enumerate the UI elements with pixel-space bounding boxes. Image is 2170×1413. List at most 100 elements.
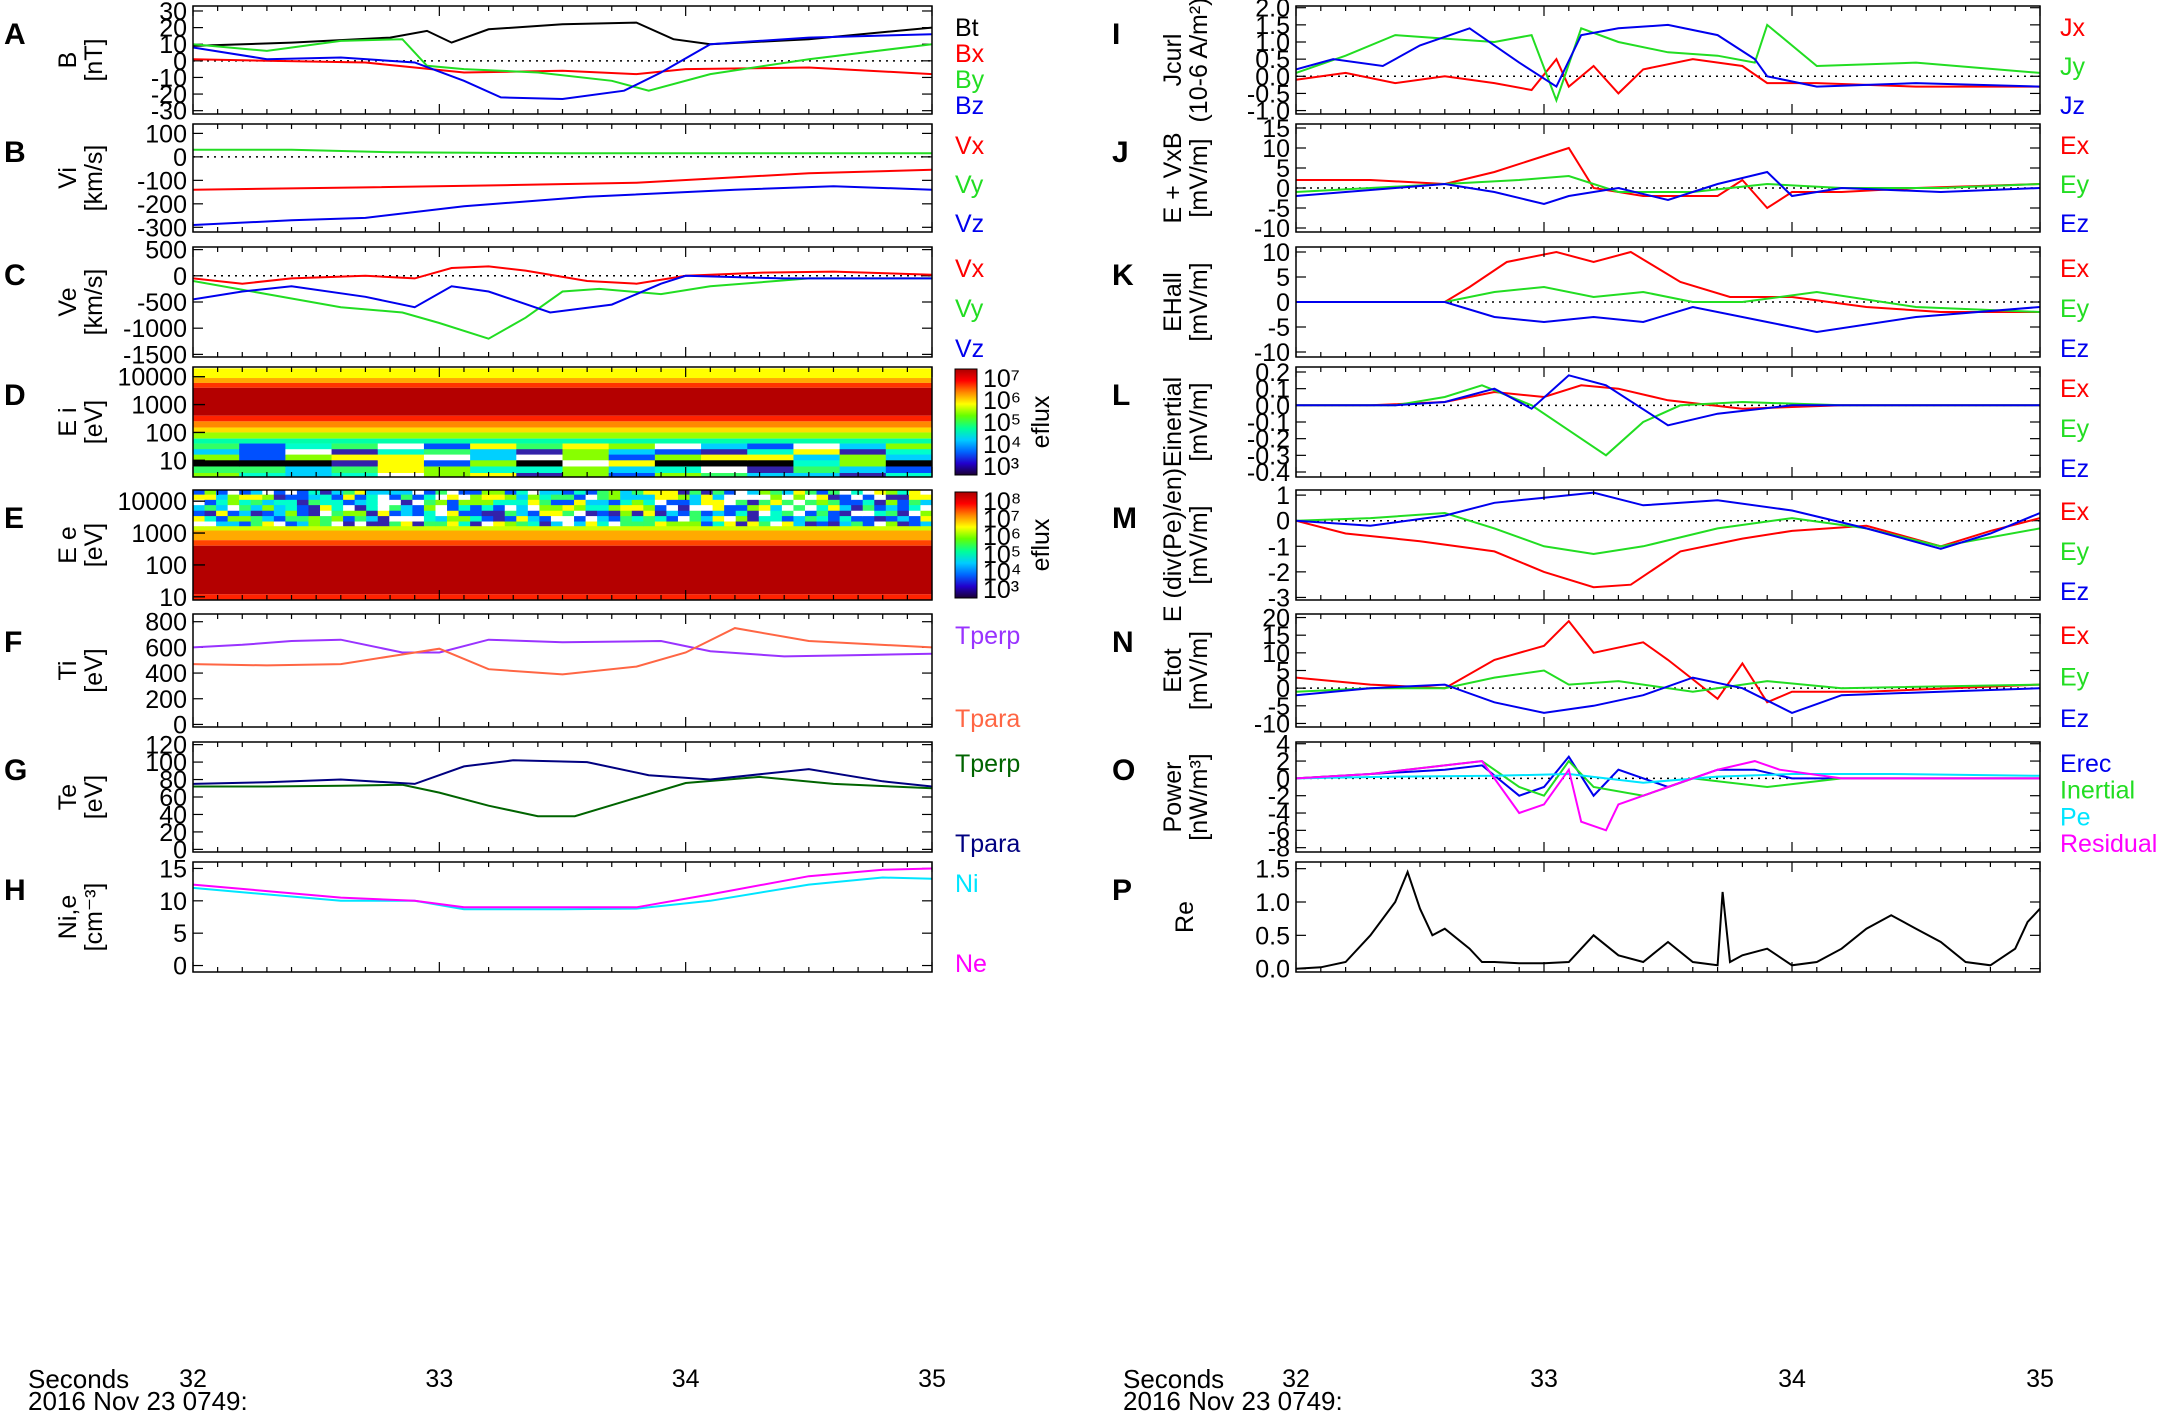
heatmap-cell xyxy=(724,510,737,517)
heatmap-cell xyxy=(758,499,771,506)
heatmap-cell xyxy=(366,490,379,496)
y-tick-label-I: 2.0 xyxy=(1255,0,1290,23)
heatmap-cell xyxy=(227,516,240,523)
heatmap-cell xyxy=(400,494,413,501)
heatmap-cell xyxy=(447,516,460,523)
heatmap-cell xyxy=(608,494,621,501)
panel-M: M E (div(Pe)/en)[mV/m] -3-2-101 Ex Ey Ez xyxy=(1112,468,2090,622)
heatmap-cell xyxy=(550,510,563,517)
heatmap-cell xyxy=(423,499,436,506)
heatmap-cell xyxy=(504,499,517,506)
heatmap-cell xyxy=(689,510,702,517)
y-tick-label-D: 1000 xyxy=(131,392,187,420)
heatmap-cell xyxy=(828,505,841,512)
heatmap-cell xyxy=(262,505,275,512)
heatmap-cell xyxy=(677,521,691,527)
legend-O-Erec: Erec xyxy=(2060,750,2111,778)
heatmap-cell xyxy=(447,521,460,527)
heatmap-cell xyxy=(920,510,932,517)
heatmap-cell xyxy=(701,510,714,517)
colorbar-tick-E: 10⁵ xyxy=(983,541,1021,569)
heatmap-cell xyxy=(227,510,240,517)
legend-N-Ez: Ez xyxy=(2060,705,2089,733)
heatmap-cell xyxy=(239,454,286,461)
heatmap-cell xyxy=(389,505,402,512)
heatmap-cell xyxy=(793,449,841,456)
heatmap-cell xyxy=(620,494,633,501)
heatmap-cell xyxy=(654,505,667,512)
heatmap-cell xyxy=(250,510,263,517)
heatmap-cell xyxy=(793,466,841,474)
heatmap-cell xyxy=(747,454,794,461)
heatmap-cell xyxy=(193,510,206,517)
heatmap-cell xyxy=(481,521,494,527)
y-tick-label-C: 0 xyxy=(173,263,187,291)
heatmap-cell xyxy=(400,499,413,506)
heatmap-cell xyxy=(216,494,229,501)
heatmap-cell xyxy=(458,505,471,512)
frame-C xyxy=(192,246,933,358)
series-L-Ey xyxy=(1296,384,2040,457)
heatmap-cell xyxy=(193,460,240,467)
heatmap-cell xyxy=(447,494,460,501)
heatmap-cell xyxy=(839,460,887,467)
y-tick-label-D: 10 xyxy=(159,447,187,475)
series-A-Bx xyxy=(193,58,932,76)
heatmap-cell xyxy=(770,505,783,512)
y-tick-label-L: 0.2 xyxy=(1255,359,1290,387)
heatmap-cell xyxy=(804,516,818,523)
heatmap-cell xyxy=(296,499,309,506)
heatmap-cell xyxy=(262,516,275,523)
heatmap-cell xyxy=(897,516,910,523)
heatmap-cell xyxy=(874,490,887,496)
heatmap-cell xyxy=(331,499,344,506)
heatmap-cell xyxy=(654,510,667,517)
heatmap-cell xyxy=(423,521,436,527)
heatmap-cell xyxy=(435,516,448,523)
ylabel-N: Etot[mV/m] xyxy=(1159,631,1213,710)
heatmap-cell xyxy=(747,449,794,456)
heatmap-cell xyxy=(493,505,506,512)
series-A-Bz xyxy=(193,33,932,101)
series-M-Ex xyxy=(1296,517,2040,589)
ylabel-O: Power[nW/m³] xyxy=(1159,753,1213,841)
heatmap-cell xyxy=(597,510,610,517)
heatmap-cell xyxy=(574,494,587,501)
heatmap-cell xyxy=(516,454,563,461)
heatmap-cell xyxy=(516,516,529,523)
heatmap-cell xyxy=(250,505,263,512)
legend-C-Vy: Vy xyxy=(955,295,984,323)
series-C-Vz xyxy=(193,274,932,314)
heatmap-cell xyxy=(308,516,321,523)
heatmap-cell xyxy=(470,499,483,506)
heatmap-cell xyxy=(562,449,610,456)
heatmap-cell xyxy=(354,521,367,527)
heatmap-cell xyxy=(666,499,679,506)
frame-D xyxy=(192,366,933,478)
heatmap-cell xyxy=(193,472,240,477)
ylabel-G: Te[eV] xyxy=(54,775,108,819)
heatmap-cell xyxy=(250,494,263,501)
legend-H-Ni: Ni xyxy=(955,870,979,898)
heatmap-cell xyxy=(874,516,887,523)
heatmap-cell xyxy=(874,494,887,501)
heatmap-cell xyxy=(331,443,379,450)
heatmap-cell xyxy=(885,516,898,523)
legend-A-Bt: Bt xyxy=(955,14,979,42)
ylabel-L: Einertial[mV/m] xyxy=(1159,377,1213,467)
heatmap-cell xyxy=(354,516,367,523)
heatmap-cell xyxy=(897,510,910,517)
heatmap-cell xyxy=(562,516,575,523)
heatmap-cell xyxy=(574,516,587,523)
heatmap-cell xyxy=(193,521,206,527)
heatmap-cell xyxy=(608,472,656,477)
heatmap-cell xyxy=(828,510,841,517)
heatmap-cell xyxy=(689,516,702,523)
heatmap-cell xyxy=(862,510,875,517)
heatmap-cell xyxy=(585,490,598,496)
heatmap-cell xyxy=(631,516,644,523)
heatmap-cell xyxy=(747,466,794,474)
legend-B-Vx: Vx xyxy=(955,132,985,160)
